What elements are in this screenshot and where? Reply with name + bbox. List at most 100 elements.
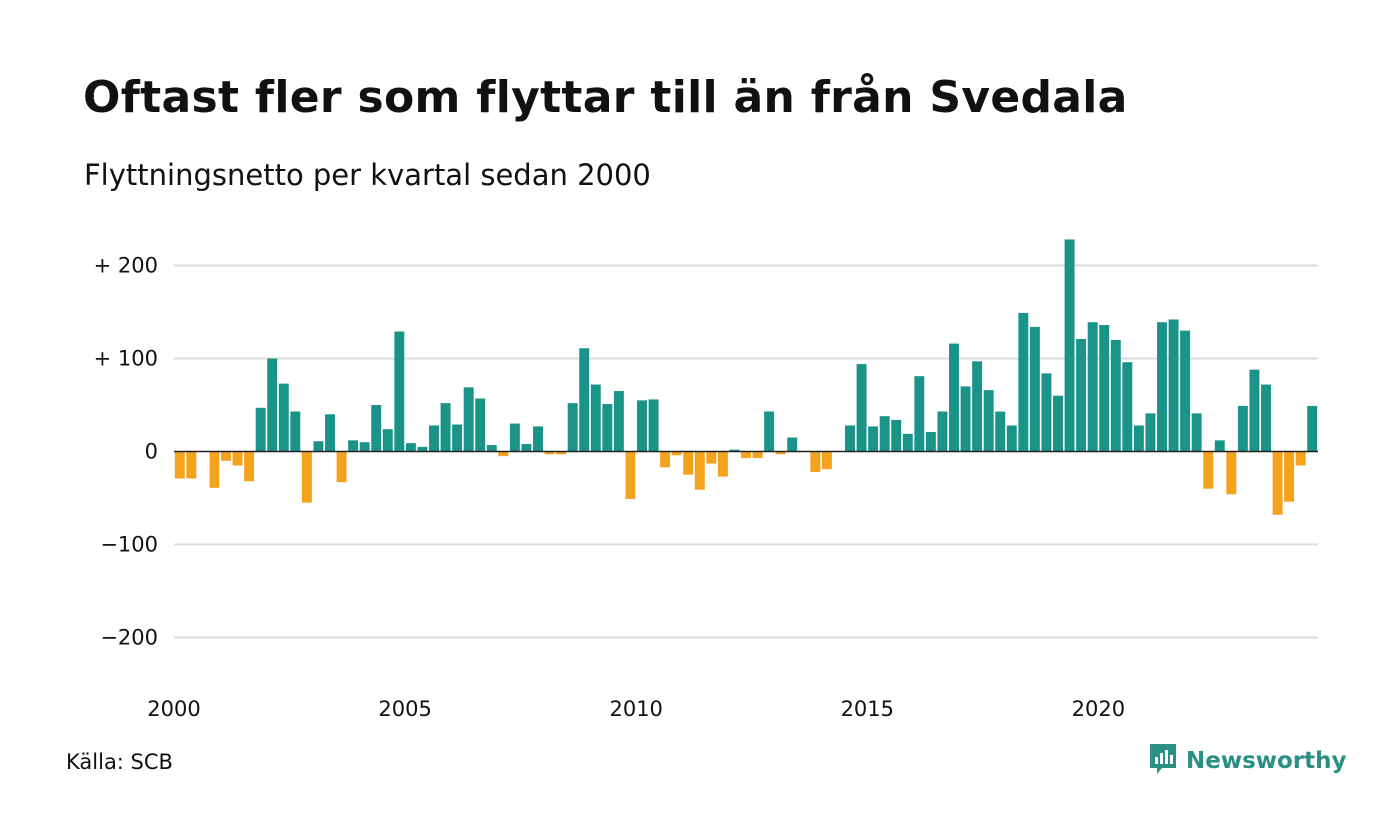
bars xyxy=(174,239,1318,515)
bar-2004-q1 xyxy=(359,442,370,452)
bar-2008-q1 xyxy=(544,451,555,455)
bar-2023-q3 xyxy=(1261,384,1271,452)
bar-2009-q4 xyxy=(625,451,636,499)
bar-2011-q3 xyxy=(706,451,717,464)
bar-2021-q2 xyxy=(1157,322,1167,452)
bar-2010-q4 xyxy=(671,451,682,456)
bar-2007-q1 xyxy=(498,451,509,457)
y-tick-label: 0 xyxy=(145,440,158,464)
bar-2001-q2 xyxy=(232,451,243,466)
bar-2017-q1 xyxy=(960,386,971,452)
bar-2020-q1 xyxy=(1099,325,1110,452)
bar-2011-q2 xyxy=(694,451,705,490)
bar-2011-q1 xyxy=(683,451,694,475)
bar-2017-q4 xyxy=(995,411,1006,452)
bar-2010-q2 xyxy=(648,399,659,452)
y-axis-ticks: + 200 + 100 0 −100 −200 xyxy=(94,254,158,650)
bar-2019-q4 xyxy=(1087,322,1098,452)
bar-2006-q2 xyxy=(463,387,474,452)
brand-name: Newsworthy xyxy=(1186,748,1347,774)
bar-2010-q3 xyxy=(660,451,671,468)
bar-2011-q4 xyxy=(717,451,728,477)
bar-2013-q4 xyxy=(810,451,821,472)
bar-2002-q3 xyxy=(290,411,301,452)
bar-2016-q2 xyxy=(925,431,936,452)
bar-2003-q1 xyxy=(313,441,324,452)
bar-2020-q4 xyxy=(1133,425,1144,452)
bar-2021-q3 xyxy=(1168,319,1179,452)
bar-2016-q3 xyxy=(937,411,948,452)
bar-2003-q3 xyxy=(336,451,347,483)
bar-2001-q1 xyxy=(221,451,231,461)
bar-2005-q4 xyxy=(440,403,451,452)
chart-subtitle: Flyttningsnetto per kvartal sedan 2000 xyxy=(84,158,651,192)
bar-2018-q3 xyxy=(1029,326,1040,452)
bar-2002-q4 xyxy=(301,451,312,503)
bar-2006-q1 xyxy=(452,424,463,452)
bar-2021-q1 xyxy=(1145,413,1156,452)
bar-2019-q2 xyxy=(1064,239,1075,452)
bar-2012-q3 xyxy=(752,451,763,459)
bar-2004-q4 xyxy=(394,331,405,452)
bar-2018-q4 xyxy=(1041,373,1052,452)
bar-2008-q4 xyxy=(579,348,590,452)
grid-lines xyxy=(174,264,1318,639)
source-note: Källa: SCB xyxy=(66,750,173,774)
bar-2015-q2 xyxy=(879,416,890,452)
bar-2004-q3 xyxy=(382,429,393,452)
chart-title: Oftast fler som flyttar till än från Sve… xyxy=(83,72,1128,123)
bar-2023-q2 xyxy=(1249,369,1260,452)
bar-2017-q3 xyxy=(983,390,994,452)
y-tick-label: −100 xyxy=(100,533,158,557)
bar-2013-q2 xyxy=(787,437,798,452)
bar-2009-q2 xyxy=(602,404,613,452)
bar-2007-q4 xyxy=(533,426,543,452)
newsworthy-logo-icon xyxy=(1148,742,1178,780)
bar-2018-q1 xyxy=(1006,425,1017,452)
bar-2007-q3 xyxy=(521,444,532,452)
y-tick-label: + 100 xyxy=(94,347,158,371)
bar-2015-q3 xyxy=(891,419,902,452)
bar-2001-q4 xyxy=(255,407,266,452)
x-tick-label: 2010 xyxy=(609,697,662,721)
bar-2008-q2 xyxy=(556,451,567,455)
y-tick-label: + 200 xyxy=(94,254,158,278)
x-tick-label: 2005 xyxy=(378,697,431,721)
bar-2009-q1 xyxy=(590,384,601,452)
bar-2002-q2 xyxy=(278,383,289,452)
bar-2003-q2 xyxy=(325,414,335,452)
bar-2016-q4 xyxy=(949,343,959,452)
bar-2007-q2 xyxy=(509,423,520,452)
bar-2001-q3 xyxy=(244,451,255,482)
bar-2004-q2 xyxy=(371,405,382,452)
bar-2019-q3 xyxy=(1076,338,1087,452)
bar-2015-q4 xyxy=(902,433,913,452)
bar-2006-q4 xyxy=(486,444,497,452)
bar-2008-q3 xyxy=(567,403,578,452)
bar-2022-q1 xyxy=(1191,413,1202,452)
bar-2017-q2 xyxy=(972,361,983,452)
bar-2013-q1 xyxy=(775,451,786,455)
x-tick-label: 2015 xyxy=(841,697,894,721)
bar-2022-q4 xyxy=(1226,451,1237,495)
x-axis-ticks: 2000 2005 2010 2015 2020 xyxy=(147,697,1125,721)
bar-2006-q3 xyxy=(475,398,486,452)
bar-2021-q4 xyxy=(1180,330,1191,452)
bar-2018-q2 xyxy=(1018,312,1029,452)
bar-2019-q1 xyxy=(1053,395,1063,452)
brand-logo: Newsworthy xyxy=(1148,742,1347,780)
bar-2023-q4 xyxy=(1272,451,1283,515)
bar-chart: + 200 + 100 0 −100 −200 2000 2005 2010 2015 2020 xyxy=(94,239,1318,721)
bar-2003-q4 xyxy=(348,440,359,452)
x-tick-label: 2020 xyxy=(1072,697,1125,721)
bar-2022-q2 xyxy=(1203,451,1214,489)
bar-2014-q4 xyxy=(856,364,867,452)
bar-2005-q2 xyxy=(417,446,428,452)
bar-2024-q2 xyxy=(1295,451,1306,466)
bar-2016-q1 xyxy=(914,376,925,452)
bar-2012-q1 xyxy=(729,449,740,452)
bar-2005-q1 xyxy=(405,443,416,452)
bar-2005-q3 xyxy=(429,425,439,452)
bar-2009-q3 xyxy=(613,391,624,452)
x-tick-label: 2000 xyxy=(147,697,200,721)
